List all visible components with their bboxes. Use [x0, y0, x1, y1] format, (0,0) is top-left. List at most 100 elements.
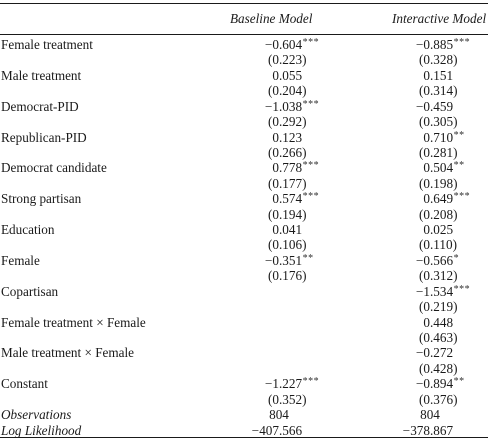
value-integer-part: 0	[423, 160, 430, 176]
value-decimal-part: .312)	[430, 268, 458, 284]
value-integer-part: −1	[415, 283, 430, 299]
table-row-se: (0.204) (0.314)	[0, 83, 488, 99]
value-decimal-part: .176)	[279, 268, 307, 284]
value-decimal-part: .604	[279, 37, 303, 52]
table-row: Republican-PID 0.123 0.710 **	[0, 130, 488, 146]
significance-stars: ***	[302, 98, 320, 110]
row-label: Female treatment	[1, 37, 93, 52]
significance-stars: **	[302, 252, 314, 264]
value-integer-part: −407	[251, 422, 279, 438]
significance-stars: ***	[453, 37, 471, 48]
value-integer-part: −1	[264, 98, 279, 114]
value-decimal-part: .534	[430, 283, 454, 299]
table-row: Strong partisan 0.574 *** 0.649 ***	[0, 191, 488, 207]
value-integer-part: 0	[423, 191, 430, 207]
table-row-se: (0.106) (0.110)	[0, 237, 488, 253]
value-decimal-part: .123	[279, 129, 303, 145]
value-integer-part: (0	[419, 144, 430, 160]
table-row: Copartisan −1.534 ***	[0, 284, 488, 300]
value-decimal-part: .459	[430, 98, 454, 114]
value-integer-part: (0	[268, 175, 279, 191]
value-integer-part: 0	[423, 129, 430, 145]
value-integer-part: (0	[268, 237, 279, 253]
value-decimal-part: .305)	[430, 114, 458, 130]
value-integer-part: −0	[415, 376, 430, 392]
value-decimal-part: .208)	[430, 206, 458, 222]
table-row: Male treatment 0.055 0.151	[0, 68, 488, 84]
value-decimal-part: .463)	[430, 329, 458, 345]
row-label: Log Likelihood	[1, 422, 82, 438]
significance-stars: ***	[302, 376, 320, 388]
value-decimal-part: .223)	[279, 52, 307, 68]
value-decimal-part: .894	[430, 376, 454, 392]
value-decimal-part: .710	[430, 129, 454, 145]
value-integer-part: 0	[272, 222, 279, 238]
table-row: Democrat candidate 0.778 *** 0.504 **	[0, 160, 488, 176]
table-row-se: (0.463)	[0, 330, 488, 346]
column-header-interactive: Interactive Model	[392, 11, 487, 26]
value-integer-part: 0	[272, 191, 279, 207]
value-integer-part: 0	[272, 67, 279, 83]
value-integer-part: 0	[423, 222, 430, 238]
value-integer-part: (0	[419, 175, 430, 191]
value-integer-part: (0	[419, 360, 430, 376]
value-decimal-part: .151	[430, 67, 454, 83]
value-decimal-part: .266)	[279, 144, 307, 160]
value-decimal-part: .041	[279, 222, 303, 238]
row-label: Strong partisan	[1, 191, 82, 207]
row-label: Democrat-PID	[1, 98, 79, 114]
significance-stars: **	[453, 129, 465, 141]
row-label: Education	[1, 222, 55, 238]
value-decimal-part: .867	[430, 422, 454, 438]
significance-stars: *	[453, 252, 460, 264]
table-row: Male treatment × Female −0.272	[0, 345, 488, 361]
significance-stars: **	[453, 160, 465, 172]
value-decimal-part: .055	[279, 67, 303, 83]
value-decimal-part: .504	[430, 160, 454, 176]
table-row: Female treatment −0.604 *** −0.885 ***	[0, 37, 488, 53]
bottom-rule	[0, 437, 488, 438]
row-label: Copartisan	[1, 283, 59, 299]
table-row: Female treatment × Female 0.448	[0, 315, 488, 331]
value-integer-part: 0	[423, 314, 430, 330]
value-decimal-part: .198)	[430, 175, 458, 191]
value-integer-part: −0	[415, 37, 430, 52]
value-decimal-part: .110)	[430, 237, 457, 253]
value-integer-part: (0	[419, 52, 430, 68]
row-label: Female	[1, 252, 40, 268]
value-integer-part: 0	[423, 67, 430, 83]
value-integer-part: (0	[268, 391, 279, 407]
value-integer-part: 804	[269, 407, 289, 423]
row-label: Republican-PID	[1, 129, 87, 145]
value-integer-part: (0	[419, 83, 430, 99]
value-integer-part: 0	[272, 160, 279, 176]
value-integer-part: (0	[268, 52, 279, 68]
row-label: Female treatment × Female	[1, 314, 146, 330]
value-integer-part: −0	[264, 37, 279, 52]
value-decimal-part: .448	[430, 314, 454, 330]
table-row-se: (0.266) (0.281)	[0, 145, 488, 161]
value-integer-part: (0	[419, 391, 430, 407]
table-row-se: (0.177) (0.198)	[0, 176, 488, 192]
table-row-se: (0.428)	[0, 361, 488, 377]
value-decimal-part: .227	[279, 376, 303, 392]
value-decimal-part: .376)	[430, 391, 458, 407]
row-label: Observations	[1, 407, 72, 423]
value-decimal-part: .428)	[430, 360, 458, 376]
value-integer-part: −0	[415, 345, 430, 361]
value-integer-part: 804	[420, 407, 440, 423]
value-integer-part: (0	[419, 114, 430, 130]
value-integer-part: (0	[419, 329, 430, 345]
value-integer-part: −1	[264, 376, 279, 392]
table-row: Education 0.041 0.025	[0, 222, 488, 238]
table-row-se: (0.194) (0.208)	[0, 207, 488, 223]
value-decimal-part: .272	[430, 345, 454, 361]
value-decimal-part: .351	[279, 252, 303, 268]
value-integer-part: −0	[264, 252, 279, 268]
table-row-se: (0.292) (0.305)	[0, 114, 488, 130]
value-integer-part: (0	[268, 114, 279, 130]
table-row: Democrat-PID −1.038 *** −0.459	[0, 99, 488, 115]
significance-stars: ***	[302, 191, 320, 203]
table-row: Log Likelihood −407.566 −378.867	[0, 423, 488, 439]
significance-stars: ***	[453, 283, 471, 295]
